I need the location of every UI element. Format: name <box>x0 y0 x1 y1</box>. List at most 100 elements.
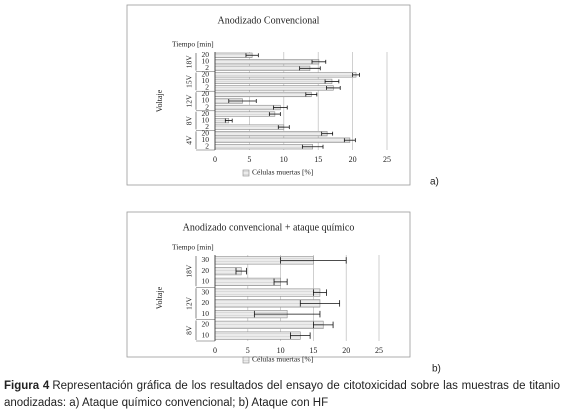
error-bar <box>224 118 233 123</box>
row-label: 2 <box>205 83 209 92</box>
bar <box>214 65 311 71</box>
error-bar <box>305 92 318 97</box>
group-label: 8V <box>185 115 194 125</box>
bar <box>214 144 313 150</box>
row-label: 10 <box>202 57 210 66</box>
error-bar <box>290 332 311 339</box>
bar <box>214 104 281 111</box>
caption-label: Figura 4 <box>4 380 50 392</box>
row-label: 20 <box>202 266 210 275</box>
legend-swatch <box>242 356 250 364</box>
x-tick-label: 5 <box>247 155 251 164</box>
row-label: 10 <box>202 330 210 339</box>
group-label: 18V <box>185 55 194 69</box>
error-bar <box>273 278 288 286</box>
x-tick-label: 5 <box>246 346 250 355</box>
panel-label: a) <box>430 177 439 188</box>
group-label: 18V <box>185 264 194 278</box>
row-label: 2 <box>205 141 209 150</box>
chart-frame <box>126 4 411 186</box>
error-bar <box>268 112 281 117</box>
row-label: 10 <box>202 96 210 105</box>
row-label: 20 <box>202 320 210 329</box>
bar <box>214 320 324 329</box>
x-tick-label: 0 <box>213 155 217 164</box>
legend-label: Células muertas [%] <box>252 355 313 364</box>
row-label: 20 <box>202 89 210 98</box>
bar <box>214 111 276 117</box>
bar <box>214 78 333 84</box>
error-bar <box>299 66 321 71</box>
row-label: 10 <box>202 135 210 144</box>
error-bar <box>273 105 288 110</box>
row-label: 10 <box>202 277 210 286</box>
error-bar <box>277 125 290 130</box>
row-label: 30 <box>202 255 210 264</box>
charts: Anodizado Convencional Tiempo [min] Voltaj… <box>126 4 441 375</box>
chart-title: Anodizado Convencional <box>218 15 320 26</box>
row-label: 2 <box>205 63 209 72</box>
bar <box>214 72 357 78</box>
panel-label: b) <box>432 364 441 375</box>
row-label: 2 <box>205 102 209 111</box>
bar <box>214 85 334 91</box>
error-bar <box>324 79 340 84</box>
row-label: 20 <box>202 128 210 137</box>
x-tick-label: 15 <box>309 346 317 355</box>
error-bar <box>301 144 324 149</box>
row-label: 20 <box>202 298 210 307</box>
error-bar <box>311 59 327 64</box>
bar <box>214 137 351 143</box>
bar <box>214 331 301 340</box>
chart-frame <box>126 211 411 358</box>
row-label: 10 <box>202 309 210 318</box>
row-header: Tiempo [min] <box>172 40 214 49</box>
group-label: 12V <box>185 94 194 108</box>
error-bar <box>280 257 347 264</box>
error-bar <box>228 99 257 103</box>
x-tick-label: 0 <box>213 346 217 355</box>
legend-swatch <box>242 169 250 177</box>
row-label: 2 <box>205 122 209 131</box>
bar <box>214 277 281 286</box>
x-tick-label: 20 <box>342 346 350 355</box>
bar <box>214 91 312 98</box>
y-axis-label: Voltaje <box>155 286 164 309</box>
error-bar <box>343 138 356 143</box>
error-bar <box>253 310 321 318</box>
bar <box>214 59 320 65</box>
y-axis-label: Voltaje <box>155 89 164 112</box>
legend-label: Células muertas [%] <box>252 168 313 177</box>
error-bar <box>245 53 259 58</box>
bar <box>214 124 285 130</box>
row-label: 10 <box>202 115 210 124</box>
chart-title: Anodizado convencional + ataque químico <box>183 222 355 233</box>
x-tick-label: 20 <box>349 155 357 164</box>
group-label: 12V <box>185 296 194 310</box>
bar <box>214 131 328 137</box>
bar <box>214 288 321 297</box>
x-tick-label: 10 <box>280 155 288 164</box>
caption: Figura 4 Representación gráfica de los re… <box>4 378 560 412</box>
row-header: Tiempo [min] <box>172 243 214 252</box>
row-label: 20 <box>202 109 210 118</box>
caption-text: Representación gráfica de los resultados… <box>4 380 560 409</box>
group-label: 15V <box>185 74 194 88</box>
error-bar <box>312 289 327 296</box>
error-bar <box>235 267 247 275</box>
x-tick-label: 10 <box>277 346 285 355</box>
group-label: 4V <box>185 135 194 145</box>
error-bar <box>352 72 360 77</box>
row-label: 30 <box>202 287 210 296</box>
group-label: 8V <box>185 325 194 335</box>
row-label: 10 <box>202 76 210 85</box>
error-bar <box>299 300 341 307</box>
error-bar <box>312 321 334 329</box>
row-label: 20 <box>202 50 210 59</box>
x-tick-label: 25 <box>383 155 391 164</box>
x-tick-label: 15 <box>314 155 322 164</box>
row-label: 20 <box>202 70 210 79</box>
error-bar <box>326 85 341 90</box>
x-tick-label: 25 <box>375 346 383 355</box>
